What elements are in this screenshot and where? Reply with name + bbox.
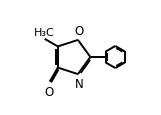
Text: O: O xyxy=(74,24,83,37)
Text: H₃C: H₃C xyxy=(33,28,54,37)
Text: O: O xyxy=(44,85,54,98)
Text: N: N xyxy=(75,78,83,91)
